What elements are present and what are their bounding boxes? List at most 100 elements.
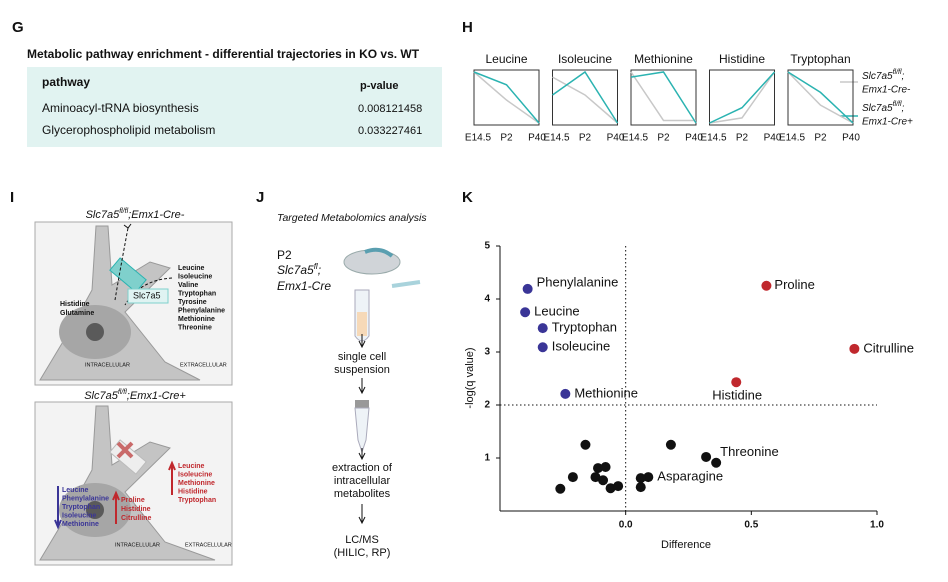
compartment-label: EXTRACELLULAR xyxy=(180,362,227,368)
x-tick-label: P2 xyxy=(736,133,749,144)
genotype: Slc7a5fl; xyxy=(277,262,321,278)
point xyxy=(605,483,616,494)
table-header: p-value xyxy=(360,80,399,92)
list-item: Leucine xyxy=(178,265,205,272)
point-label: Methionine xyxy=(574,385,638,400)
list-item: Citrulline xyxy=(121,515,151,522)
list-item: (HILIC, RP) xyxy=(334,547,391,559)
tube-content xyxy=(357,312,367,336)
genotype: Emx1-Cre xyxy=(277,279,331,293)
chart-title: Isoleucine xyxy=(558,52,612,66)
genotype-heading: Slc7a5fl/fl;Emx1-Cre+ xyxy=(84,389,186,402)
trajectory-line xyxy=(709,71,776,124)
point xyxy=(701,451,712,462)
flow-arrow xyxy=(114,227,129,301)
chart-title: Tryptophan xyxy=(790,52,850,66)
nucleolus xyxy=(86,501,104,519)
panel-label: H xyxy=(462,19,473,36)
x-tick-label: 1.0 xyxy=(870,520,884,531)
panel-label: K xyxy=(462,189,473,206)
chart-title: Leucine xyxy=(485,52,527,66)
point xyxy=(711,457,722,468)
plot-frame xyxy=(552,69,618,126)
list-item: metabolites xyxy=(334,488,391,500)
point xyxy=(555,483,566,494)
trajectory-line xyxy=(787,71,854,124)
transporter xyxy=(109,257,147,293)
gene: Slc7a5 xyxy=(277,263,314,277)
down-arrow xyxy=(54,486,62,530)
list-item: single cell xyxy=(338,351,386,363)
allele: fl/fl xyxy=(119,208,128,215)
x-tick-label: 0.5 xyxy=(744,520,758,531)
x-tick-label: E14.5 xyxy=(622,133,649,144)
point xyxy=(849,343,860,354)
gene: Slc7a5 xyxy=(862,71,893,82)
x-tick-label: E14.5 xyxy=(543,133,570,144)
trajectory-line xyxy=(630,71,697,124)
list-item: Leucine xyxy=(62,487,89,494)
list-item: Tyrosine xyxy=(178,299,207,306)
point xyxy=(635,473,646,484)
x-tick-label: P40 xyxy=(528,133,546,144)
chart-title: Histidine xyxy=(719,52,765,66)
y-tick-label: 4 xyxy=(484,294,490,305)
table-cell: Glycerophospholipid metabolism xyxy=(42,123,215,137)
panel-label: G xyxy=(12,19,24,36)
trajectory-line xyxy=(709,71,776,124)
trajectory-line xyxy=(473,71,540,124)
point xyxy=(643,472,654,483)
x-tick-label: P2 xyxy=(657,133,670,144)
point-label: Citrulline xyxy=(863,340,914,355)
table-header: pathway xyxy=(42,75,90,89)
list-item: Proline xyxy=(121,497,145,504)
cortex xyxy=(364,247,394,258)
allele: fl/fl xyxy=(893,101,902,108)
legend-label: Slc7a5fl/fl; xyxy=(862,69,905,81)
gene: Slc7a5 xyxy=(84,390,119,402)
point xyxy=(522,283,533,294)
list-item: Tryptophan xyxy=(178,497,216,504)
nucleolus xyxy=(86,323,104,341)
y-tick-label: 5 xyxy=(484,241,490,252)
list-item: Tryptophan xyxy=(62,504,100,511)
point-label: Leucine xyxy=(534,304,580,319)
point xyxy=(613,481,624,492)
point xyxy=(598,475,609,486)
up-arrow xyxy=(168,460,176,495)
legend-label: Emx1-Cre- xyxy=(862,85,911,96)
list-item: extraction of xyxy=(332,462,393,474)
list-item: Methionine xyxy=(178,316,215,323)
point xyxy=(600,462,611,473)
x-tick-label: E14.5 xyxy=(779,133,806,144)
transporter-label-box xyxy=(127,288,169,304)
trajectory-line xyxy=(787,71,854,124)
workflow-title: Targeted Metabolomics analysis xyxy=(277,212,427,224)
panel-label: I xyxy=(10,189,14,206)
transporter-label: Slc7a5 xyxy=(133,290,161,300)
compartment-label: INTRACELLULAR xyxy=(115,542,160,548)
x-tick-label: P40 xyxy=(607,133,625,144)
y-tick-label: 3 xyxy=(484,347,490,358)
legend-label: Emx1-Cre+ xyxy=(862,117,913,128)
point xyxy=(761,280,772,291)
tube-cap xyxy=(355,400,369,408)
chart-title: Methionine xyxy=(634,52,693,66)
list-item: Isoleucine xyxy=(178,273,212,280)
point xyxy=(731,377,742,388)
tweezer xyxy=(391,280,421,288)
point-label: Isoleucine xyxy=(552,339,611,354)
point-label: Histidine xyxy=(712,388,762,403)
table-cell: Aminoacyl-tRNA biosynthesis xyxy=(42,101,199,115)
list-item: Valine xyxy=(178,282,198,289)
list-item: Phenylalanine xyxy=(178,307,225,314)
rest: ;Emx1-Cre+ xyxy=(127,390,187,402)
x-tick-label: E14.5 xyxy=(700,133,727,144)
list-item: Threonine xyxy=(178,324,212,331)
list-item: suspension xyxy=(334,364,390,376)
point xyxy=(537,342,548,353)
point xyxy=(593,463,604,474)
x-tick-label: P2 xyxy=(579,133,592,144)
list-item: Leucine xyxy=(178,463,205,470)
trajectory-line xyxy=(630,71,696,122)
